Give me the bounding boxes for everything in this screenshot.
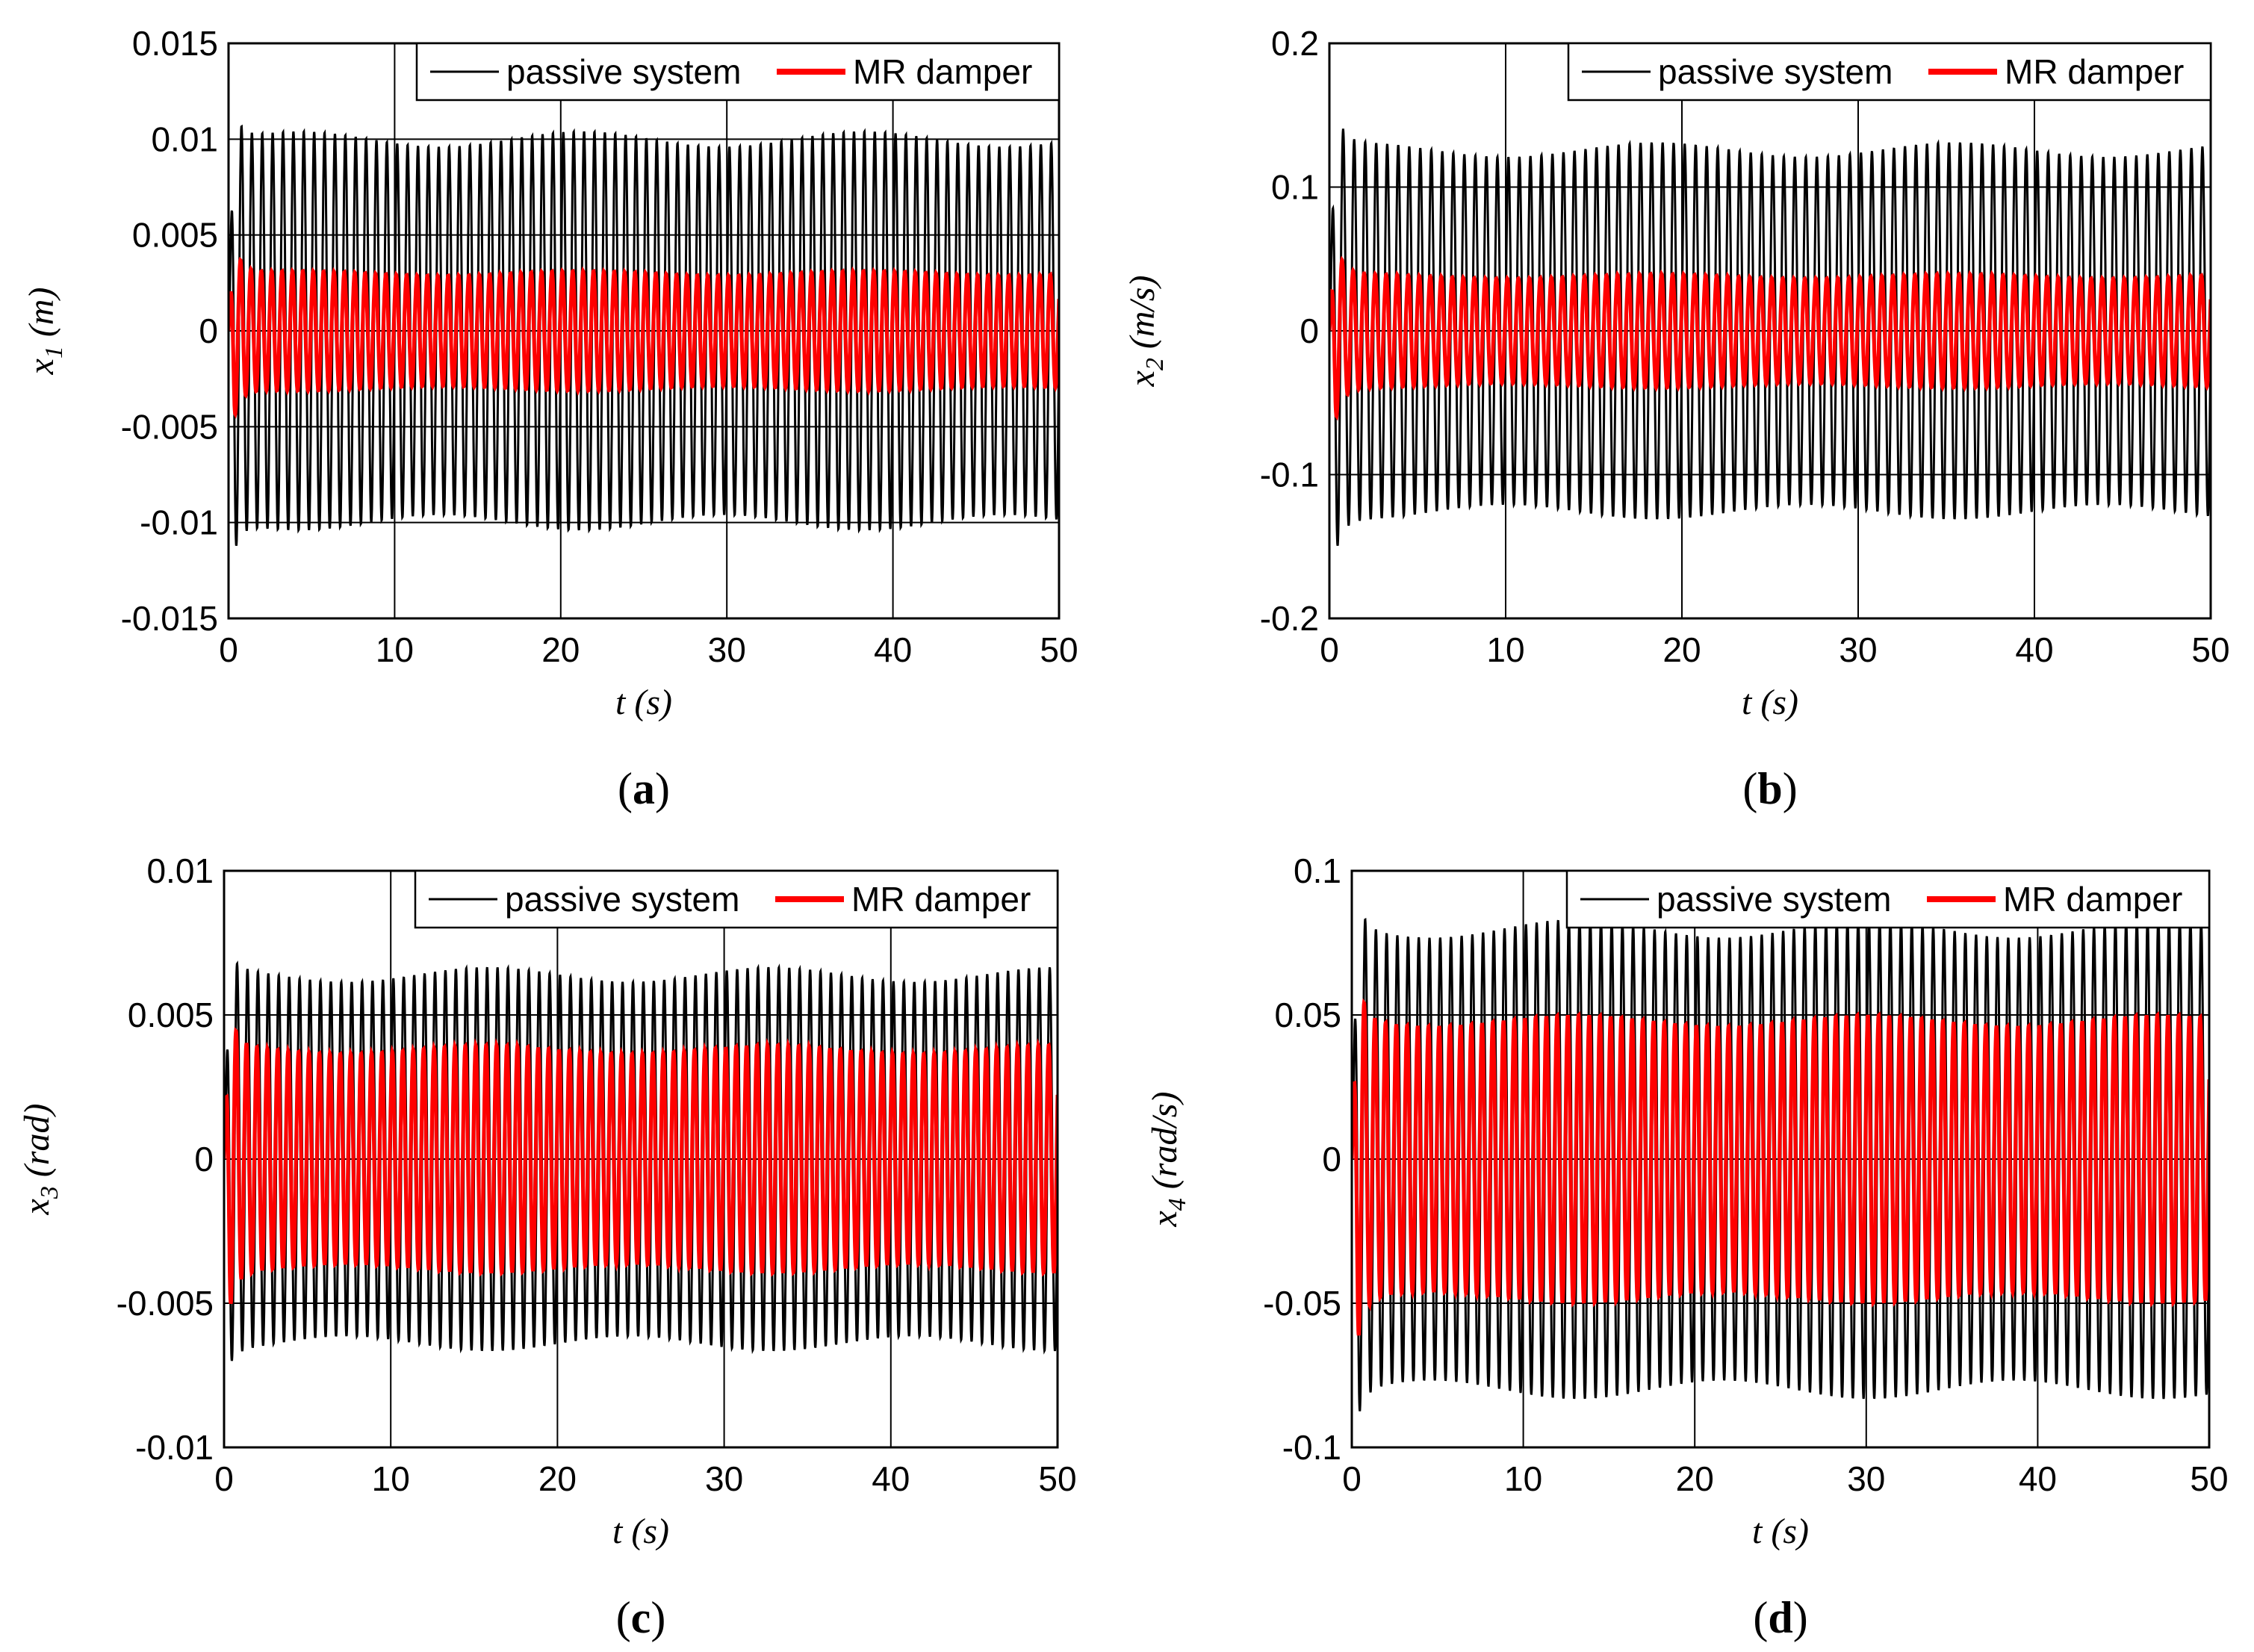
y-tick-label: -0.005: [117, 1284, 214, 1323]
y-tick-label: 0.05: [1274, 996, 1341, 1034]
y-tick-label: 0: [1300, 311, 1319, 350]
y-tick-label: -0.1: [1282, 1428, 1341, 1467]
legend-box: [1567, 42, 2212, 102]
y-tick-label: -0.1: [1260, 456, 1319, 494]
mr-damper-line: [224, 1026, 1058, 1304]
y-tick-label: -0.015: [121, 599, 218, 638]
y-axis-label: x3 (rad): [17, 1104, 63, 1216]
chart-panel-c: 0 10 20 30 40 50 -0.01 -0.005 0 0.005 0.01 t (s) x3 …: [17, 851, 1077, 1642]
y-tick-label: 0.2: [1271, 24, 1319, 63]
legend: passive system MR damper: [415, 42, 1061, 102]
y-tick-label: -0.05: [1263, 1284, 1341, 1323]
x-tick-label: 0: [219, 630, 238, 669]
panel-label: (a): [618, 764, 670, 813]
legend-mr-label: MR damper: [851, 880, 1031, 919]
x-tick-label: 30: [1839, 630, 1877, 669]
legend-box: [415, 42, 1061, 102]
y-tick-label: -0.2: [1260, 599, 1319, 638]
y-tick-label: 0: [194, 1140, 214, 1179]
x-tick-label: 20: [541, 630, 580, 669]
y-tick-label: 0.005: [132, 216, 218, 255]
legend: passive system MR damper: [1565, 869, 2211, 929]
x-tick-label: 40: [874, 630, 912, 669]
legend-passive-label: passive system: [505, 880, 739, 919]
y-tick-label: 0.01: [151, 119, 218, 158]
x-tick-label: 50: [2190, 1459, 2228, 1498]
mr-damper-line: [229, 256, 1059, 419]
legend-passive-label: passive system: [1657, 880, 1891, 919]
x-tick-label: 10: [376, 630, 414, 669]
x-tick-label: 40: [2019, 1459, 2057, 1498]
x-tick-label: 20: [1662, 630, 1701, 669]
mr-damper-line: [1329, 255, 2211, 421]
y-tick-label: 0.1: [1294, 851, 1341, 890]
y-tick-label: 0.01: [146, 851, 214, 890]
x-tick-label: 20: [538, 1459, 577, 1498]
x-tick-label: 30: [708, 630, 746, 669]
x-tick-label: 30: [1847, 1459, 1885, 1498]
legend-box: [1565, 869, 2211, 929]
chart-panel-a: 0 10 20 30 40 50 -0.015 -0.01 -0.005 0 0.005 0.01 0.…: [22, 24, 1078, 813]
y-tick-label: 0: [1322, 1140, 1341, 1179]
y-tick-label: 0: [199, 311, 218, 350]
x-tick-label: 0: [1320, 630, 1339, 669]
chart-panel-d: 0 10 20 30 40 50 -0.1 -0.05 0 0.05 0.1 t (s) x4 (rad…: [1145, 851, 2229, 1642]
y-axis-label: x4 (rad/s): [1145, 1092, 1191, 1228]
y-axis-label: x2 (m/s): [1123, 276, 1169, 388]
x-tick-label: 10: [1504, 1459, 1542, 1498]
y-tick-label: -0.01: [135, 1428, 214, 1467]
panel-label: (d): [1753, 1593, 1807, 1642]
x-tick-label: 50: [1038, 1459, 1076, 1498]
x-tick-label: 50: [2191, 630, 2229, 669]
mr-damper-line: [1352, 998, 2209, 1336]
y-tick-label: 0.1: [1271, 168, 1319, 207]
legend-passive-label: passive system: [506, 52, 741, 91]
panel-label: (b): [1742, 764, 1797, 813]
y-axis-label: x1 (m): [22, 288, 68, 376]
panel-label: (c): [616, 1593, 666, 1642]
x-tick-label: 40: [2015, 630, 2053, 669]
x-axis-label: t (s): [1752, 1512, 1809, 1551]
chart-panel-b: 0 10 20 30 40 50 -0.2 -0.1 0 0.1 0.2 t (s) x2 (m/s) (…: [1123, 24, 2230, 813]
legend-mr-label: MR damper: [2003, 880, 2182, 919]
x-tick-label: 30: [705, 1459, 743, 1498]
legend-mr-label: MR damper: [2005, 52, 2184, 91]
x-tick-label: 0: [214, 1459, 234, 1498]
legend-mr-label: MR damper: [853, 52, 1032, 91]
legend-passive-label: passive system: [1658, 52, 1893, 91]
legend-box: [414, 869, 1059, 929]
y-tick-label: 0.005: [128, 996, 214, 1034]
legend: passive system MR damper: [414, 869, 1059, 929]
x-tick-label: 10: [1486, 630, 1524, 669]
y-tick-label: 0.015: [132, 24, 218, 63]
x-tick-label: 20: [1676, 1459, 1714, 1498]
x-axis-label: t (s): [615, 683, 672, 722]
x-tick-label: 10: [372, 1459, 410, 1498]
x-axis-label: t (s): [612, 1512, 669, 1551]
x-tick-label: 0: [1342, 1459, 1362, 1498]
y-tick-label: -0.01: [140, 503, 218, 542]
legend: passive system MR damper: [1567, 42, 2212, 102]
x-tick-label: 40: [872, 1459, 910, 1498]
x-axis-label: t (s): [1742, 683, 1798, 722]
x-tick-label: 50: [1040, 630, 1078, 669]
y-tick-label: -0.005: [121, 407, 218, 446]
